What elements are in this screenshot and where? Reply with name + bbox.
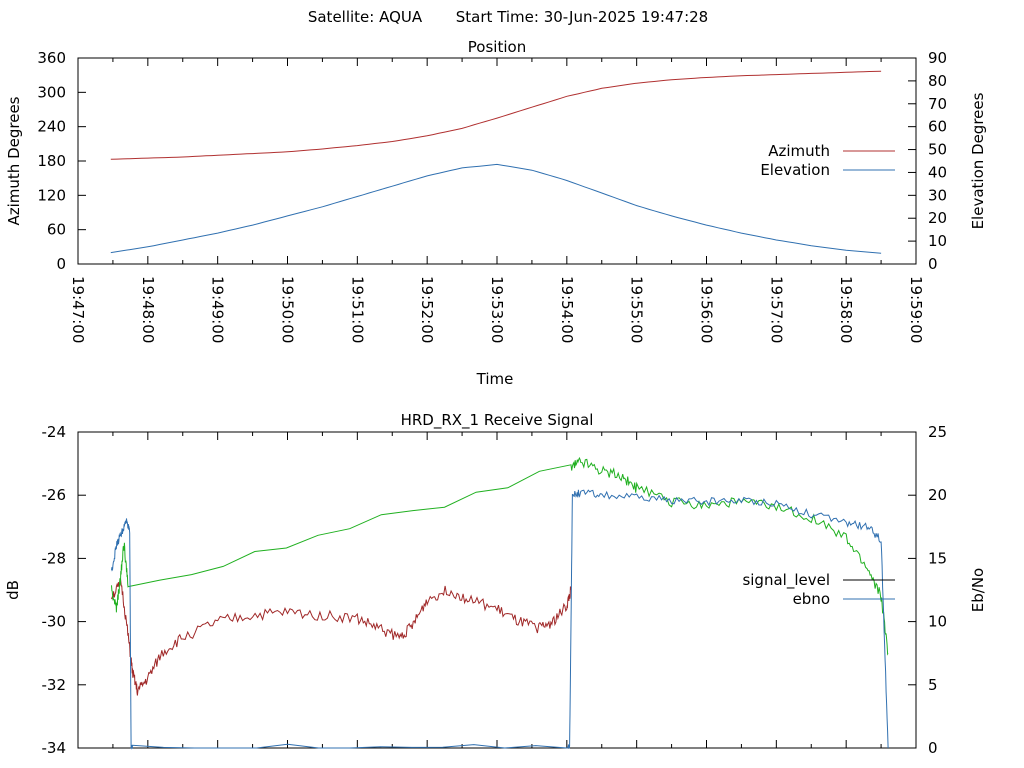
position-y-axis-label: Azimuth Degrees	[5, 96, 23, 225]
legend-elevation-label: Elevation	[760, 161, 830, 179]
y-tick-label: 180	[37, 152, 66, 170]
y2-tick-label: 60	[928, 118, 947, 136]
series-ebno-line	[111, 489, 889, 750]
legend-ebno-label: ebno	[793, 590, 830, 608]
x-tick-label: 19:56:00	[698, 276, 716, 343]
position-chart-title: Position	[468, 38, 526, 56]
y-tick-label: 240	[37, 118, 66, 136]
x-tick-label: 19:49:00	[209, 276, 227, 343]
y2-tick-label: 70	[928, 95, 947, 113]
y2-tick-label: 0	[928, 739, 938, 757]
receive-signal-chart: HRD_RX_1 Receive Signal -34 -32 -30 -28 -26 -…	[4, 411, 987, 757]
y-tick-label: -32	[42, 676, 67, 694]
y-tick-label: 0	[56, 255, 66, 273]
y-tick-label: 360	[37, 49, 66, 67]
series-azimuth-line	[110, 70, 882, 160]
x-tick-label: 19:50:00	[279, 276, 297, 343]
x-tick-label: 19:57:00	[767, 276, 785, 343]
y2-tick-label: 0	[928, 255, 938, 273]
start-time-label: Start Time: 30-Jun-2025 19:47:28	[456, 8, 708, 26]
position-legend: Azimuth Elevation	[760, 142, 895, 179]
y2-tick-label: 20	[928, 486, 947, 504]
y2-tick-label: 5	[928, 676, 938, 694]
y-tick-label: 60	[47, 221, 66, 239]
x-tick-label: 19:51:00	[348, 276, 366, 343]
y2-tick-label: 50	[928, 141, 947, 159]
position-chart: Position 0 60 120 180 240 300 360 0 10 20 30 40 50 60…	[5, 38, 987, 388]
x-tick-label: 19:47:00	[69, 276, 87, 343]
y-tick-label: -28	[42, 549, 67, 567]
y2-tick-label: 90	[928, 49, 947, 67]
x-tick-label: 19:59:00	[907, 276, 925, 343]
y2-tick-label: 25	[928, 423, 947, 441]
x-tick-label: 19:58:00	[837, 276, 855, 343]
x-tick-label: 19:55:00	[628, 276, 646, 343]
header: Satellite: AQUA Start Time: 30-Jun-2025 …	[308, 8, 708, 26]
x-tick-label: 19:48:00	[139, 276, 157, 343]
y2-tick-label: 40	[928, 163, 947, 181]
y-tick-label: -34	[42, 739, 67, 757]
y-tick-label: -26	[42, 486, 67, 504]
y-tick-label: -30	[42, 613, 67, 631]
y-tick-label: 120	[37, 186, 66, 204]
satellite-label: Satellite: AQUA	[308, 8, 423, 26]
series-signal-level-line	[111, 578, 572, 696]
y2-tick-label: 10	[928, 613, 947, 631]
legend-signal-level-label: signal_level	[742, 571, 830, 590]
y2-tick-label: 30	[928, 186, 947, 204]
y2-tick-label: 10	[928, 232, 947, 250]
y2-tick-label: 15	[928, 549, 947, 567]
x-tick-label: 19:52:00	[418, 276, 436, 343]
receive-signal-y2-axis-label: Eb/No	[969, 568, 987, 612]
receive-signal-legend: signal_level ebno	[742, 571, 895, 608]
y-tick-label: 300	[37, 83, 66, 101]
receive-signal-chart-title: HRD_RX_1 Receive Signal	[401, 411, 594, 430]
x-tick-label: 19:54:00	[558, 276, 576, 343]
receive-signal-y-axis-label: dB	[4, 580, 22, 600]
position-y2-axis-label: Elevation Degrees	[969, 92, 987, 229]
x-tick-label: 19:53:00	[488, 276, 506, 343]
y-tick-label: -24	[42, 423, 67, 441]
receive-signal-plot-frame	[77, 431, 917, 749]
y2-tick-label: 20	[928, 209, 947, 227]
series-signal-level-strong-line	[111, 456, 889, 656]
legend-azimuth-label: Azimuth	[768, 142, 830, 160]
series-elevation-line	[110, 163, 882, 254]
y2-tick-label: 80	[928, 72, 947, 90]
position-x-axis-label: Time	[476, 370, 514, 388]
